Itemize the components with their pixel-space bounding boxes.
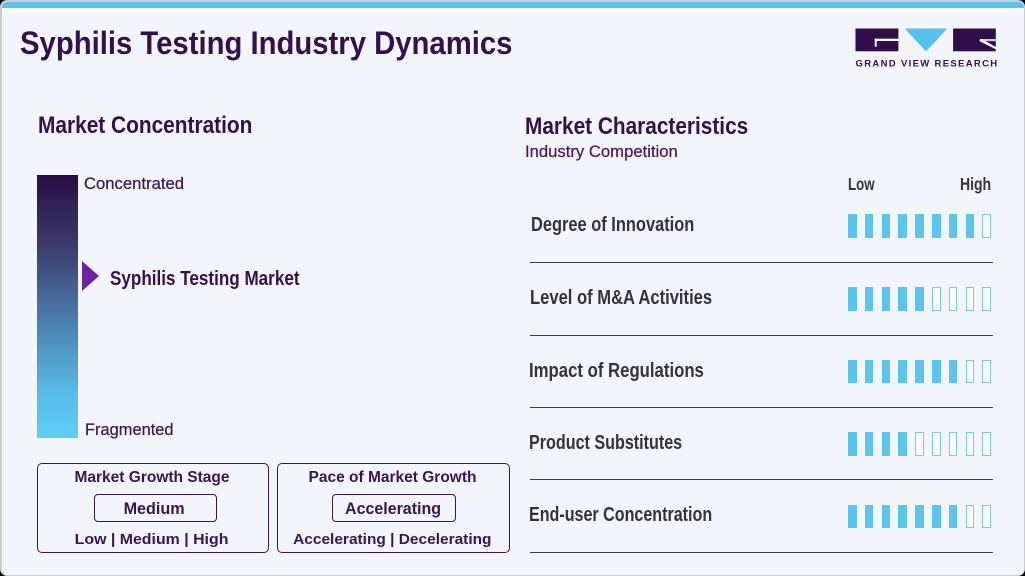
svg-text:GRAND VIEW RESEARCH: GRAND VIEW RESEARCH bbox=[856, 59, 999, 70]
